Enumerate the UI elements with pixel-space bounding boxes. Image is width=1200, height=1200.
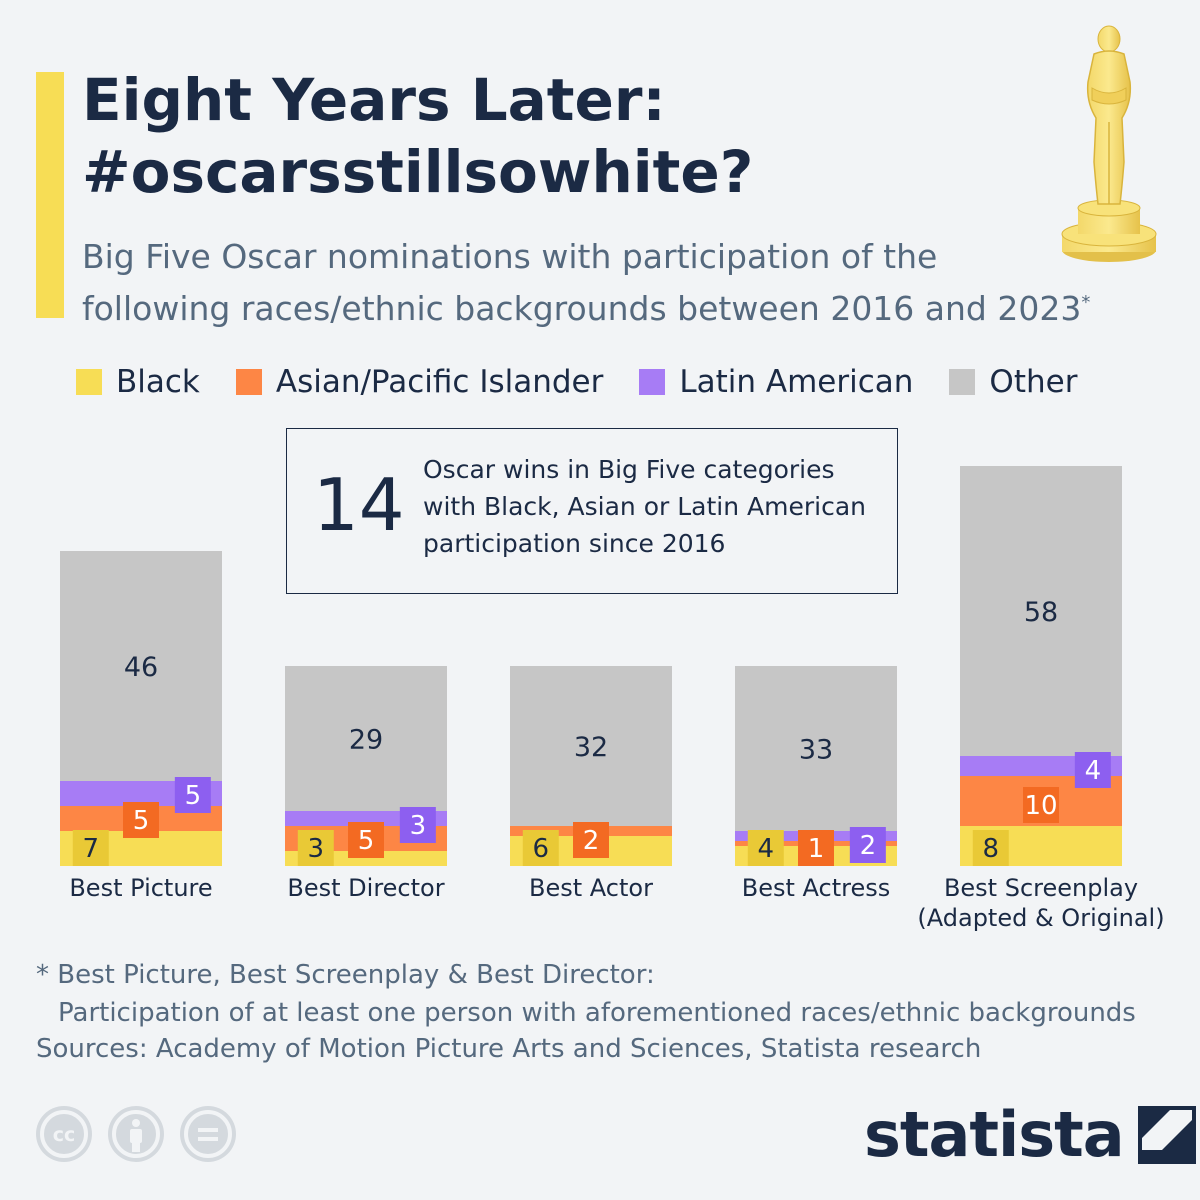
bar-group-1: 3 5 3 29 Best Director (285, 666, 447, 902)
cc-icon[interactable]: cc (36, 1106, 92, 1162)
value-box-black (72, 830, 109, 866)
value-label-other: 46 (124, 652, 158, 683)
statista-logo-icon (1137, 1105, 1196, 1164)
value-label-black: 6 (533, 834, 550, 864)
value-box-black (297, 830, 334, 866)
value-label-asian: 1 (808, 834, 825, 864)
statista-logo[interactable]: statista (864, 1098, 1196, 1171)
category-label: Best Picture (69, 874, 212, 902)
license-icons: cc (36, 1106, 252, 1162)
bar-segment-other (960, 466, 1122, 756)
bar-group-3: 4 1 2 33 Best Actress (735, 666, 897, 902)
legend-label-black: Black (116, 364, 200, 400)
value-box-black (522, 830, 559, 866)
accent-bar (36, 72, 64, 318)
value-label-asian: 5 (358, 826, 375, 856)
value-label-other: 33 (799, 735, 833, 766)
callout-text: Oscar wins in Big Five categories with B… (423, 455, 866, 558)
callout-number: 14 (313, 463, 405, 547)
value-label-asian: 5 (133, 806, 150, 836)
svg-text:cc: cc (53, 1124, 76, 1146)
brand-name: statista (864, 1098, 1125, 1171)
value-box-asian (348, 822, 384, 858)
bar-segment-other (735, 666, 897, 831)
bar-segment-other (285, 666, 447, 811)
value-box-latin (399, 807, 436, 843)
chart-subtitle: Big Five Oscar nominations with particip… (82, 234, 1172, 332)
value-label-latin: 2 (860, 831, 877, 861)
chart-title: Eight Years Later: #oscarsstillsowhite? (82, 66, 754, 206)
oscar-statuette-icon (1061, 25, 1157, 262)
value-box-asian (1023, 787, 1059, 823)
value-label-other: 32 (574, 732, 608, 763)
value-box-black (747, 830, 784, 866)
legend-swatch-black (76, 369, 102, 395)
legend: Black Asian/Pacific Islander Latin Ameri… (76, 364, 1113, 400)
value-box-asian (573, 822, 609, 858)
legend-swatch-other (949, 369, 976, 395)
value-box-latin (1074, 752, 1111, 788)
value-box-asian (798, 830, 834, 866)
legend-item-black: Black (76, 364, 200, 400)
subtitle-text: Big Five Oscar nominations with particip… (82, 237, 1082, 328)
subtitle-footnote-mark: * (1081, 292, 1091, 313)
legend-item-latin: Latin American (639, 364, 913, 400)
value-box-latin (849, 827, 886, 863)
bar-group-4: 8 10 4 58 Best Screenplay(Adapted & Original… (917, 466, 1165, 932)
value-label-latin: 3 (410, 811, 427, 841)
legend-label-other: Other (989, 364, 1078, 400)
bar-group-2: 6 2 32 Best Actor (510, 666, 672, 902)
legend-swatch-latin (639, 369, 666, 395)
footnote-line-2: Participation of at least one person wit… (58, 998, 1136, 1028)
bar-group-0: 7 5 5 46 Best Picture (60, 551, 222, 902)
legend-swatch-asian (235, 369, 262, 395)
sources: Sources: Academy of Motion Picture Arts … (36, 1034, 982, 1064)
value-label-black: 3 (308, 834, 325, 864)
value-label-black: 8 (983, 834, 1000, 864)
category-label: Best Actress (742, 874, 891, 902)
category-label: Best Director (287, 874, 444, 902)
value-label-latin: 5 (185, 781, 202, 811)
value-label-asian: 10 (1024, 791, 1057, 821)
attribution-icon[interactable] (108, 1106, 164, 1162)
legend-label-latin: Latin American (679, 364, 914, 400)
value-label-black: 4 (758, 834, 775, 864)
no-derivatives-icon[interactable] (180, 1106, 236, 1162)
value-box-asian (123, 802, 159, 838)
bar-segment-other (60, 551, 222, 781)
value-label-black: 7 (83, 834, 100, 864)
category-label: (Adapted & Original) (917, 904, 1164, 932)
stacked-bar-chart: 7 5 5 46 Best Picture 3 5 3 29 Best Director 6 2 32 B… (60, 466, 1165, 932)
category-label: Best Screenplay (944, 874, 1138, 902)
wins-callout: 14 Oscar wins in Big Five categories wit… (286, 428, 898, 594)
value-label-other: 58 (1024, 597, 1058, 628)
category-label: Best Actor (529, 874, 653, 902)
value-label-asian: 2 (583, 826, 600, 856)
value-label-latin: 4 (1085, 756, 1102, 786)
legend-item-other: Other (949, 364, 1077, 400)
value-box-black (972, 830, 1009, 866)
value-label-other: 29 (349, 725, 383, 756)
footnote: * Best Picture, Best Screenplay & Best D… (36, 956, 1136, 1032)
footnote-line-1: * Best Picture, Best Screenplay & Best D… (36, 960, 655, 990)
value-box-latin (174, 777, 211, 813)
bar-segment-other (510, 666, 672, 826)
legend-item-asian: Asian/Pacific Islander (235, 364, 604, 400)
legend-label-asian: Asian/Pacific Islander (275, 364, 604, 400)
